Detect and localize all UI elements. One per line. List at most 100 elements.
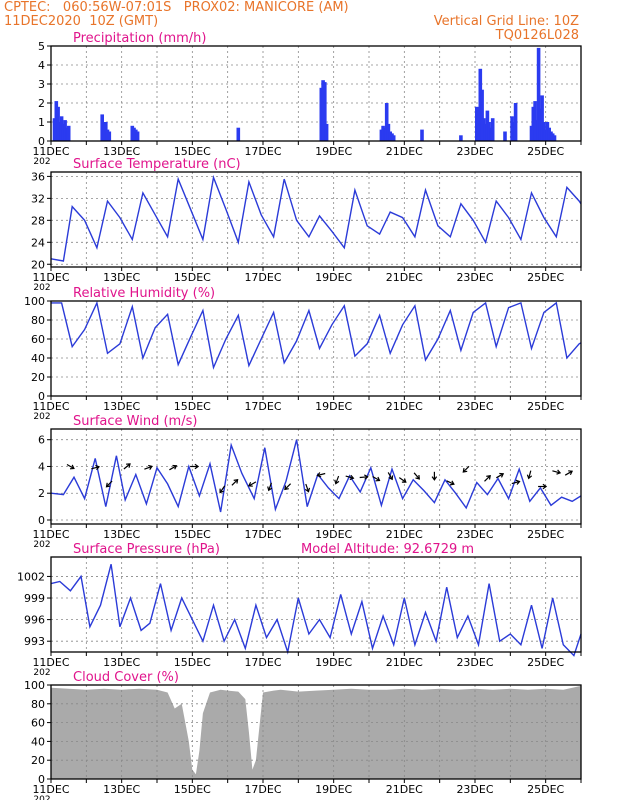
- y-tick-label: 6: [38, 434, 45, 447]
- wind-arrow-shaft: [317, 472, 326, 477]
- header-station: CPTEC: 060:56W-07:01S PROX02: MANICORE (…: [4, 0, 349, 15]
- y-tick-label: 1: [38, 116, 45, 129]
- wind-arrow: [267, 482, 273, 492]
- wind-arrow: [219, 485, 226, 494]
- wind-arrow: [345, 474, 355, 481]
- wind-arrow: [484, 474, 491, 482]
- x-year-label: 202: [33, 540, 50, 550]
- y-tick-label: 24: [31, 236, 45, 249]
- wind-arrow: [316, 472, 326, 478]
- wind-arrow-head: [364, 474, 369, 480]
- y-tick-label: 80: [31, 314, 45, 327]
- cloud-frame: [50, 684, 582, 780]
- x-date-label: 13DEC: [103, 528, 140, 541]
- wind-arrow-head: [69, 464, 75, 470]
- wind-arrow: [66, 463, 75, 470]
- wind-arrow: [334, 475, 340, 485]
- wind-series-line: [50, 439, 582, 513]
- wind-arrow: [564, 470, 574, 476]
- wind-arrow-head: [388, 475, 394, 481]
- wind-arrow: [495, 472, 505, 479]
- wind-arrow-shaft: [387, 472, 393, 480]
- x-date-label: 23DEC: [456, 271, 493, 284]
- wind-arrow-shaft: [91, 466, 100, 470]
- wind-arrow-shaft: [219, 485, 226, 493]
- precip-bar: [324, 123, 329, 141]
- wind-arrow-shaft: [495, 473, 504, 479]
- x-year-label: 202: [33, 157, 50, 167]
- x-date-label: 13DEC: [103, 145, 140, 158]
- wind-arrow-head: [194, 463, 200, 470]
- wind-arrow-head: [542, 483, 548, 490]
- pressure-panel: 993 996 999 1002 11DEC 13DEC 15DEC 17DEC 19DEC 21…: [17, 542, 582, 678]
- pressure-series-line: [50, 564, 582, 657]
- precip-bar: [552, 135, 557, 141]
- precip-bar: [540, 95, 544, 141]
- wind-arrow-shaft: [268, 482, 272, 491]
- precip-bar: [536, 47, 541, 141]
- wind-arrow-shaft: [372, 475, 380, 482]
- precip-bar: [545, 122, 550, 141]
- wind-arrow-head: [526, 474, 533, 480]
- wind-arrow: [526, 470, 533, 480]
- wind-arrow: [431, 471, 438, 481]
- wind-arrow-head: [349, 474, 355, 481]
- wind-arrow-shaft: [123, 463, 131, 470]
- wind-arrow-shaft: [66, 463, 75, 470]
- x-date-label: 13DEC: [103, 271, 140, 284]
- wind-panel: 0 2 4 6 11DEC 13DEC 15DEC 17DEC 19DEC 21DEC 23DEC 2…: [32, 414, 582, 550]
- precip-bar: [490, 118, 495, 141]
- x-date-label: 11DEC: [32, 656, 69, 669]
- y-tick-label: 0: [38, 135, 45, 148]
- x-year-label: 202: [33, 795, 50, 800]
- y-tick-label: 36: [31, 170, 45, 183]
- x-date-label: 19DEC: [315, 783, 352, 796]
- x-date-label: 15DEC: [174, 656, 211, 669]
- wind-arrow: [190, 463, 200, 470]
- wind-arrow-head: [401, 478, 407, 483]
- wind-arrow-head: [219, 488, 224, 494]
- precip-bar: [66, 125, 71, 141]
- x-date-label: 23DEC: [456, 528, 493, 541]
- wind-arrow: [304, 483, 311, 493]
- y-tick-label: 60: [31, 717, 45, 730]
- rh-panel: 0 20 40 60 80 100 11DEC 13DEC 15DEC 17DEC 19DEC 21D…: [24, 286, 582, 422]
- cloud-title: Cloud Cover (%): [73, 670, 179, 685]
- x-date-label: 15DEC: [174, 271, 211, 284]
- wind-arrow-shaft: [446, 480, 455, 485]
- wind-arrow: [538, 483, 548, 490]
- wind-arrow-head: [267, 486, 273, 492]
- y-tick-label: 40: [31, 735, 45, 748]
- x-date-label: 13DEC: [103, 783, 140, 796]
- wind-arrow-shaft: [305, 483, 310, 492]
- y-tick-label: 996: [24, 614, 45, 627]
- y-tick-label: 80: [31, 698, 45, 711]
- x-date-label: 17DEC: [244, 145, 281, 158]
- wind-arrow-head: [247, 482, 253, 487]
- wind-arrow-shaft: [144, 465, 153, 470]
- wind-arrow: [387, 472, 394, 481]
- precip-bar: [236, 127, 241, 141]
- y-tick-label: 5: [38, 40, 45, 53]
- wind-arrow-shaft: [359, 476, 368, 479]
- precip-bar: [107, 131, 112, 141]
- x-date-label: 17DEC: [244, 271, 281, 284]
- y-tick-label: 32: [31, 192, 45, 205]
- x-date-label: 23DEC: [456, 400, 493, 413]
- y-tick-label: 28: [31, 214, 45, 227]
- wind-title: Surface Wind (m/s): [73, 414, 197, 429]
- header-code: TQ0126L028: [495, 28, 579, 43]
- wind-arrow-shaft: [528, 470, 532, 479]
- precip-panel: 0 1 2 3 4 5 11DEC 13DEC 15DEC 17DEC 19DEC 21DEC 23DE…: [32, 31, 582, 167]
- wind-arrow-shaft: [248, 481, 257, 487]
- wind-arrow-shaft: [413, 472, 420, 480]
- wind-arrow-head: [316, 472, 322, 478]
- y-tick-label: 0: [38, 390, 45, 403]
- wind-arrow-shaft: [552, 470, 561, 474]
- precip-bar: [542, 122, 546, 141]
- y-tick-label: 0: [38, 514, 45, 527]
- x-date-label: 25DEC: [527, 271, 564, 284]
- wind-arrow-head: [172, 464, 178, 470]
- x-date-label: 23DEC: [456, 783, 493, 796]
